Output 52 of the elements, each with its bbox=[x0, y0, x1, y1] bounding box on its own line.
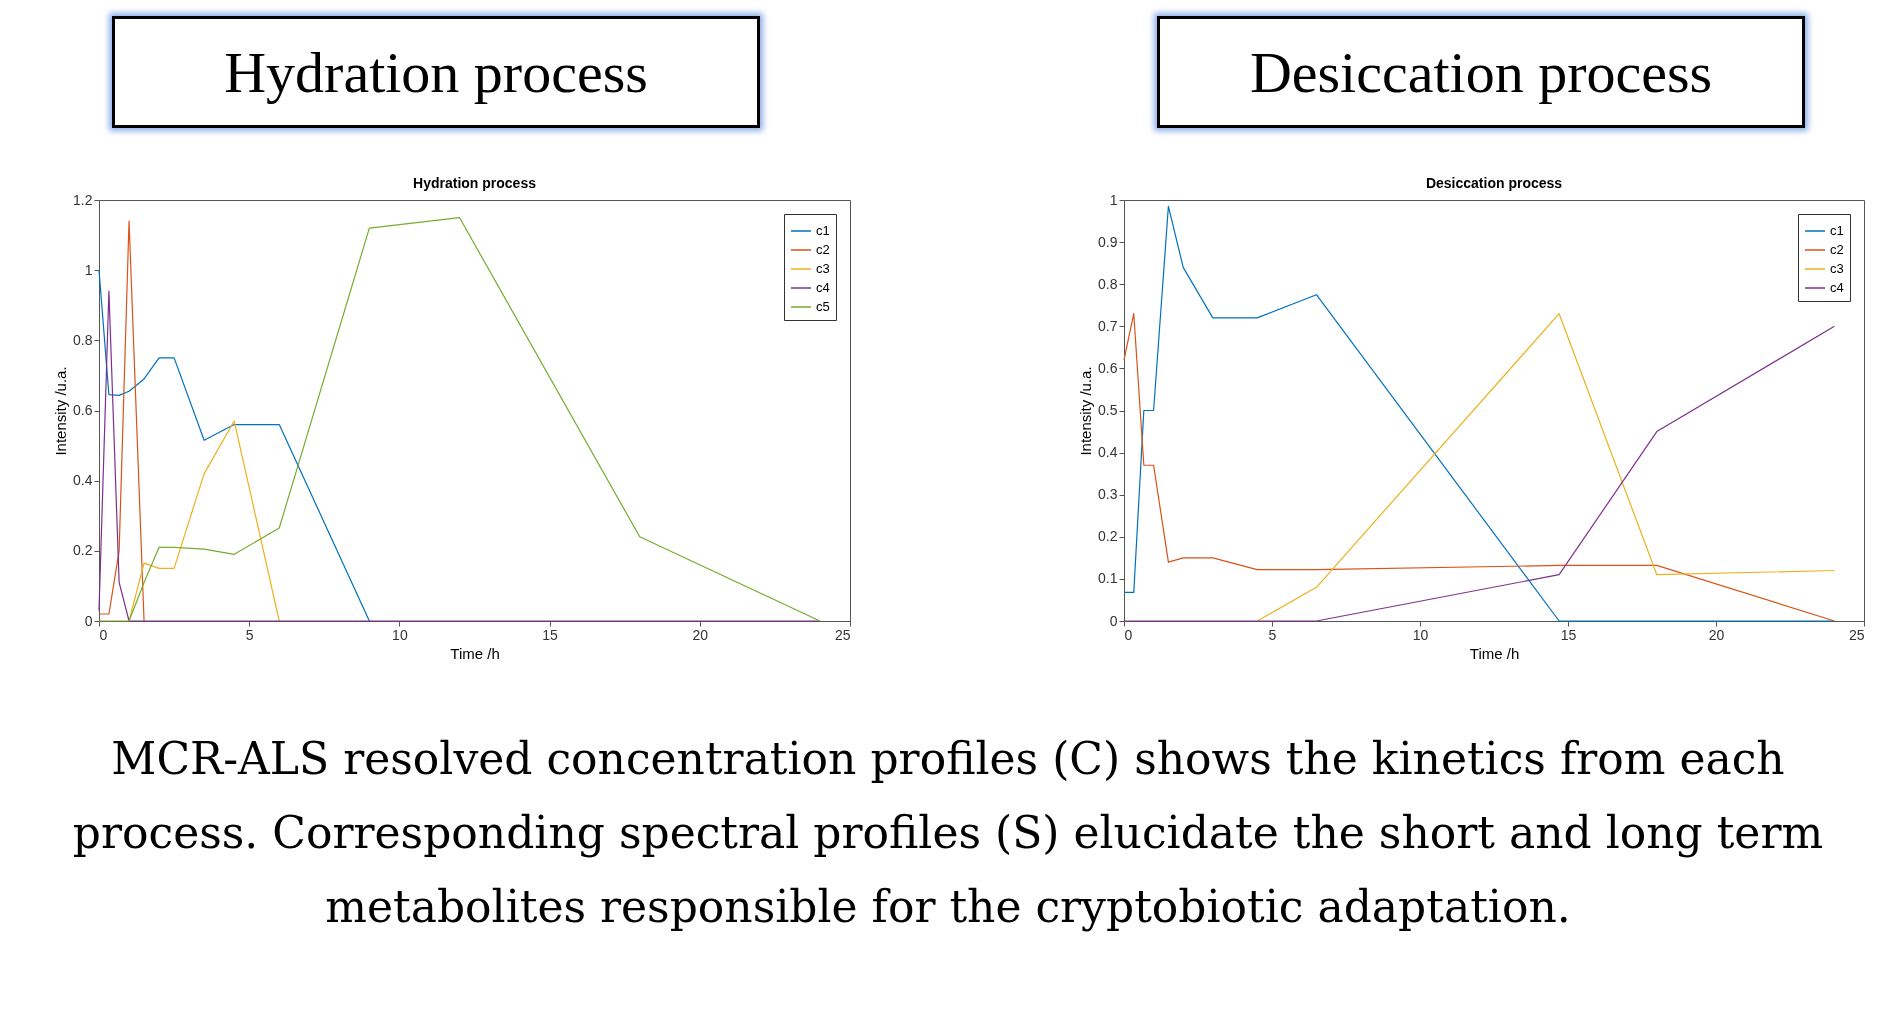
x-tick-label: 15 bbox=[542, 626, 559, 643]
line-series bbox=[98, 269, 370, 622]
line-series bbox=[1256, 313, 1835, 622]
legend-label: c3 bbox=[816, 261, 830, 276]
x-tick-label: 0 bbox=[1124, 626, 1133, 643]
y-tick-label: 1 bbox=[1109, 191, 1118, 208]
y-tick-label: 0.3 bbox=[1098, 486, 1118, 503]
y-tick-label: 0.5 bbox=[1098, 402, 1118, 418]
x-axis-title: Time /h bbox=[450, 644, 500, 662]
x-tick-label: 5 bbox=[245, 626, 254, 643]
chart-title: Desiccation process bbox=[1425, 175, 1563, 191]
legend-label: c4 bbox=[1830, 280, 1844, 295]
y-axis-title: Intensity /u.a. bbox=[52, 366, 70, 456]
line-series bbox=[128, 420, 280, 622]
x-tick-label: 5 bbox=[1268, 626, 1277, 643]
y-axis-title: Intensity /u.a. bbox=[1077, 366, 1095, 456]
legend-label: c4 bbox=[816, 280, 830, 295]
line-series bbox=[98, 220, 145, 622]
legend-label: c2 bbox=[1830, 242, 1844, 257]
y-tick-label: 0 bbox=[84, 612, 93, 629]
y-tick-label: 0.9 bbox=[1098, 233, 1118, 250]
x-tick-label: 0 bbox=[99, 626, 108, 643]
x-tick-label: 20 bbox=[692, 626, 709, 643]
x-tick-label: 10 bbox=[1412, 626, 1429, 643]
y-tick-label: 1.2 bbox=[73, 191, 93, 208]
text: MCR-ALS resolved concentration profiles (C) shows the kinetics from each process. Corresponding spectral profiles (S) elucidate the short and long term metabolites responsible for the cryptobiotic adaptation. bbox=[71, 732, 1825, 934]
y-tick-label: 0.8 bbox=[73, 331, 93, 348]
x-tick-label: 15 bbox=[1560, 626, 1577, 643]
y-tick-label: 0.8 bbox=[1098, 275, 1118, 292]
legend-label: c1 bbox=[1830, 223, 1844, 238]
y-tick-label: 0.2 bbox=[73, 542, 93, 559]
x-tick-label: 20 bbox=[1708, 626, 1725, 643]
y-tick-label: 0.4 bbox=[1098, 444, 1118, 461]
y-tick-label: 0.7 bbox=[1098, 317, 1118, 334]
y-tick-label: 0.6 bbox=[1098, 359, 1118, 376]
legend-label: c5 bbox=[816, 299, 830, 314]
chart-title: Hydration process bbox=[413, 175, 537, 191]
text: Desiccation process bbox=[1157, 16, 1805, 128]
legend-label: c3 bbox=[1830, 261, 1844, 276]
y-tick-label: 0.2 bbox=[1098, 528, 1118, 545]
text: Hydration process bbox=[112, 16, 760, 128]
y-tick-label: 0.4 bbox=[73, 472, 93, 489]
y-tick-label: 0.1 bbox=[1098, 570, 1118, 587]
legend-label: c2 bbox=[816, 242, 830, 257]
y-tick-label: 1 bbox=[84, 261, 93, 278]
y-tick-label: 0.6 bbox=[73, 402, 93, 418]
y-tick-label: 0 bbox=[1109, 612, 1118, 629]
x-tick-label: 25 bbox=[834, 626, 851, 643]
x-axis-title: Time /h bbox=[1469, 644, 1520, 662]
x-tick-label: 10 bbox=[392, 626, 408, 643]
legend-label: c1 bbox=[816, 223, 830, 238]
x-tick-label: 25 bbox=[1848, 626, 1865, 643]
